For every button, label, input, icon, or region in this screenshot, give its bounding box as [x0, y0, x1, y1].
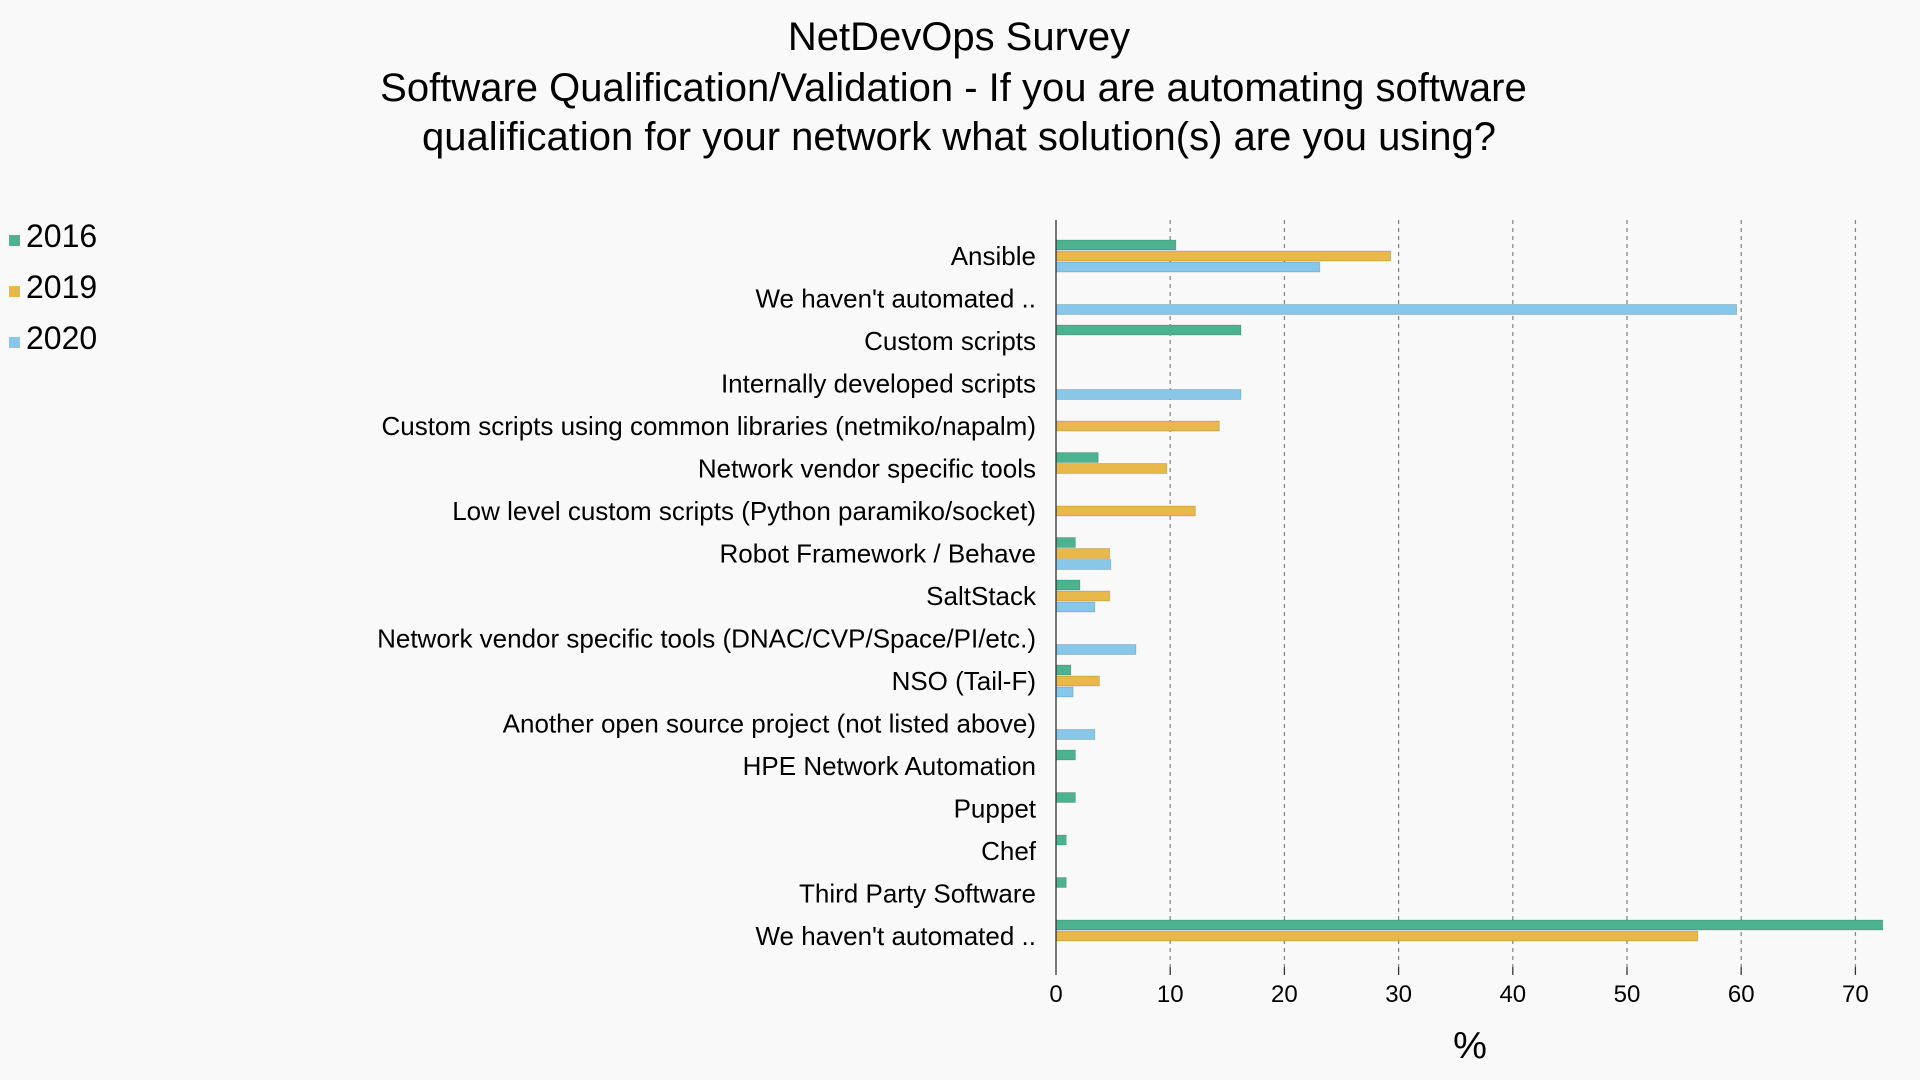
bar-2016-5 [1055, 452, 1099, 463]
bar-2016-15 [1055, 877, 1067, 888]
category-label: Custom scripts [864, 326, 1036, 356]
legend-swatch [9, 337, 20, 348]
category-label: Ansible [951, 241, 1036, 271]
x-tick-label: 10 [1157, 981, 1184, 1008]
chart-subtitle-line-1: Software Qualification/Validation - If y… [380, 66, 1527, 110]
x-tick-label: 30 [1385, 981, 1412, 1008]
bar-2016-12 [1055, 749, 1076, 761]
legend-label: 2019 [26, 269, 97, 305]
x-axis-title: % [1453, 1025, 1487, 1067]
bar-2020-0 [1055, 261, 1321, 273]
bar-2020-11 [1055, 729, 1096, 740]
category-label: We haven't automated .. [755, 284, 1036, 314]
category-label: Third Party Software [799, 879, 1036, 909]
x-tick-label: 50 [1614, 981, 1641, 1008]
chart-title-group: NetDevOps Survey Software Qualification/… [380, 15, 1538, 159]
chart-subtitle-line-2: qualification for your network what solu… [422, 115, 1496, 159]
bar-2019-16 [1055, 930, 1699, 942]
bar-2019-10 [1055, 675, 1100, 687]
bar-2016-7 [1055, 537, 1076, 548]
legend-swatch [9, 235, 20, 246]
bar-2016-13 [1055, 792, 1076, 803]
x-tick-label: 0 [1049, 981, 1062, 1008]
category-label: Puppet [954, 794, 1037, 824]
category-labels: Ansible We haven't automated .. Custom scr… [377, 241, 1037, 951]
category-label: SaltStack [926, 581, 1037, 611]
category-label: Internally developed scripts [721, 369, 1036, 399]
bar-2020-9 [1055, 644, 1137, 655]
bar-2020-3 [1055, 389, 1242, 400]
chart-title: NetDevOps Survey [788, 15, 1130, 59]
bar-2019-4 [1055, 420, 1220, 432]
legend-label: 2016 [26, 218, 97, 254]
bar-2020-10 [1055, 686, 1074, 698]
legend-label: 2020 [26, 320, 97, 356]
x-tick-label: 60 [1728, 981, 1755, 1008]
x-tick-label: 40 [1499, 981, 1526, 1008]
bar-2020-8 [1055, 601, 1096, 613]
category-label: Chef [981, 836, 1037, 866]
bar-2019-8 [1055, 590, 1111, 602]
legend: 2016 2019 2020 [9, 218, 97, 356]
bar-2016-2 [1055, 324, 1242, 336]
gridlines [1169, 220, 1857, 967]
bar-2016-8 [1055, 579, 1081, 591]
bar-2019-6 [1055, 505, 1196, 517]
category-label: Low level custom scripts (Python paramik… [452, 496, 1036, 526]
category-label: Custom scripts using common libraries (n… [381, 411, 1036, 441]
category-label: Network vendor specific tools (DNAC/CVP/… [377, 624, 1036, 654]
category-label: We haven't automated .. [755, 921, 1036, 951]
category-label: HPE Network Automation [743, 751, 1036, 781]
bar-2016-14 [1055, 834, 1067, 846]
bar-2019-5 [1055, 463, 1168, 474]
bar-2016-16 [1055, 919, 1884, 931]
bar-2016-0 [1055, 239, 1177, 251]
chart-subtitle: Software Qualification/Validation - If y… [380, 66, 1538, 159]
bar-2016-10 [1055, 664, 1072, 676]
category-label: NSO (Tail-F) [892, 666, 1036, 696]
x-tick-label: 20 [1271, 981, 1298, 1008]
x-tick-label: 70 [1842, 981, 1869, 1008]
category-label: Another open source project (not listed … [503, 709, 1036, 739]
bars [1055, 239, 1884, 942]
bar-2019-7 [1055, 548, 1111, 559]
bar-2019-0 [1055, 250, 1392, 262]
category-label: Network vendor specific tools [698, 454, 1036, 484]
category-label: Robot Framework / Behave [720, 539, 1036, 569]
bar-2020-1 [1055, 304, 1738, 315]
x-axis-ticks: 0 10 20 30 40 50 60 70 [1049, 967, 1869, 1008]
legend-swatch [9, 286, 20, 297]
bar-2020-7 [1055, 559, 1112, 570]
